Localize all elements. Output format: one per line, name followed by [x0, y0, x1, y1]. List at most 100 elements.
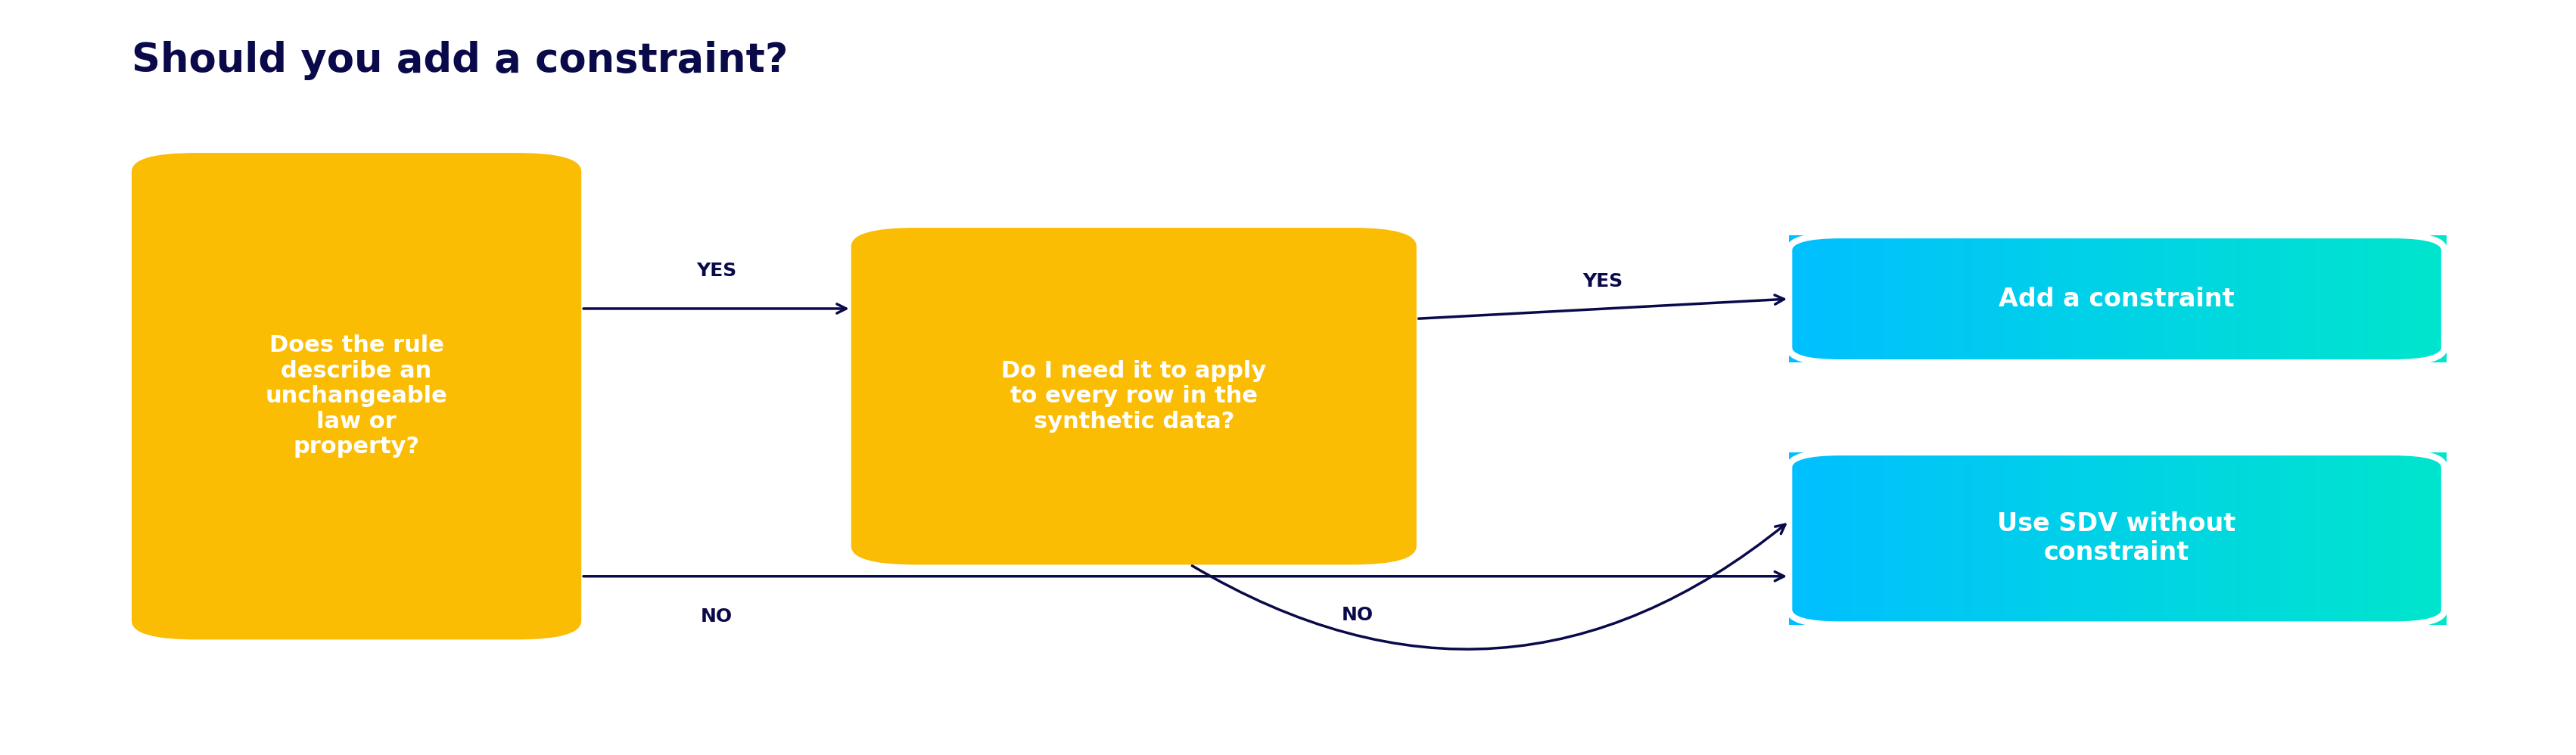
- Bar: [2329, 236, 2336, 362]
- Bar: [2195, 236, 2202, 362]
- Bar: [2313, 452, 2318, 624]
- Bar: [1978, 236, 1986, 362]
- Bar: [2275, 236, 2280, 362]
- Bar: [2022, 452, 2027, 624]
- Bar: [2226, 236, 2231, 362]
- Bar: [2076, 452, 2084, 624]
- Bar: [2190, 452, 2195, 624]
- Bar: [2264, 236, 2269, 362]
- Bar: [2280, 236, 2287, 362]
- Bar: [2429, 236, 2434, 362]
- Bar: [2146, 236, 2151, 362]
- Bar: [1906, 236, 1914, 362]
- Bar: [2370, 236, 2375, 362]
- Bar: [2050, 452, 2058, 624]
- Bar: [1937, 452, 1942, 624]
- Text: YES: YES: [1582, 272, 1623, 290]
- Bar: [2342, 452, 2349, 624]
- Bar: [2182, 452, 2187, 624]
- Bar: [2164, 236, 2169, 362]
- Bar: [2401, 452, 2409, 624]
- Bar: [1883, 452, 1891, 624]
- Text: NO: NO: [1342, 606, 1373, 624]
- Bar: [1891, 452, 1896, 624]
- Bar: [1803, 236, 1808, 362]
- Bar: [1940, 236, 1945, 362]
- Bar: [1893, 236, 1899, 362]
- Bar: [1929, 452, 1935, 624]
- Bar: [1976, 452, 1981, 624]
- Bar: [2249, 236, 2254, 362]
- Bar: [2148, 452, 2156, 624]
- Bar: [2424, 236, 2432, 362]
- Bar: [2285, 452, 2290, 624]
- Bar: [2097, 452, 2102, 624]
- Bar: [2239, 452, 2244, 624]
- Bar: [2275, 452, 2280, 624]
- Bar: [2099, 236, 2107, 362]
- Bar: [2074, 236, 2079, 362]
- Bar: [2396, 452, 2401, 624]
- Bar: [2383, 236, 2388, 362]
- Bar: [1919, 236, 1927, 362]
- Bar: [2002, 452, 2007, 624]
- Bar: [1883, 236, 1891, 362]
- Bar: [1984, 452, 1989, 624]
- Bar: [1847, 452, 1855, 624]
- Bar: [2004, 236, 2012, 362]
- Bar: [2179, 452, 2184, 624]
- Bar: [1896, 452, 1904, 624]
- Bar: [1842, 452, 1847, 624]
- Bar: [2094, 452, 2099, 624]
- Bar: [2117, 452, 2123, 624]
- Bar: [2414, 452, 2421, 624]
- Bar: [2360, 452, 2365, 624]
- Bar: [2179, 236, 2184, 362]
- Bar: [2143, 236, 2148, 362]
- Bar: [2352, 236, 2360, 362]
- Bar: [1937, 236, 1942, 362]
- Bar: [1917, 452, 1922, 624]
- Bar: [2058, 236, 2063, 362]
- Bar: [1960, 452, 1965, 624]
- Bar: [2202, 236, 2208, 362]
- Bar: [1963, 236, 1968, 362]
- Bar: [2215, 452, 2221, 624]
- Bar: [2388, 236, 2396, 362]
- Bar: [2442, 236, 2447, 362]
- Bar: [1857, 452, 1865, 624]
- Bar: [2221, 236, 2228, 362]
- Bar: [1798, 452, 1806, 624]
- Bar: [2228, 236, 2233, 362]
- Bar: [2290, 452, 2295, 624]
- Bar: [1829, 452, 1834, 624]
- Bar: [2156, 452, 2161, 624]
- Bar: [2324, 452, 2329, 624]
- Bar: [2406, 452, 2411, 624]
- Bar: [1842, 236, 1847, 362]
- Bar: [2123, 236, 2130, 362]
- Bar: [1996, 452, 2002, 624]
- Bar: [2040, 452, 2048, 624]
- Bar: [1870, 452, 1878, 624]
- Bar: [1973, 452, 1978, 624]
- Bar: [1893, 452, 1899, 624]
- Bar: [1965, 452, 1971, 624]
- Bar: [1875, 236, 1880, 362]
- Bar: [2233, 236, 2241, 362]
- Text: Should you add a constraint?: Should you add a constraint?: [131, 41, 788, 80]
- Bar: [1932, 452, 1940, 624]
- Bar: [2048, 452, 2053, 624]
- Bar: [1803, 452, 1808, 624]
- Bar: [2254, 236, 2259, 362]
- Bar: [2437, 452, 2445, 624]
- Bar: [2287, 236, 2293, 362]
- Bar: [2208, 452, 2215, 624]
- Bar: [2215, 236, 2221, 362]
- Text: Do I need it to apply
to every row in the
synthetic data?: Do I need it to apply to every row in th…: [1002, 360, 1267, 433]
- Text: NO: NO: [701, 608, 732, 626]
- Bar: [1826, 236, 1832, 362]
- Bar: [2177, 236, 2182, 362]
- Bar: [2020, 452, 2025, 624]
- Bar: [2233, 452, 2241, 624]
